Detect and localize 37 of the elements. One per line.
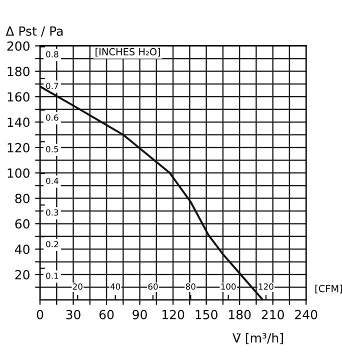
y2-tick-label: 0.7: [46, 82, 58, 90]
y-tick-label: 100: [8, 168, 30, 178]
x-axis-title: V̇ [m³/h]: [232, 332, 283, 344]
y2-tick-label: 0.3: [46, 209, 58, 216]
x2-axis-title: [CFM]: [315, 284, 342, 294]
y-tick-label: 200: [7, 41, 30, 51]
y2-tick-label: 0.4: [46, 178, 58, 184]
y-tick-label: 120: [8, 142, 30, 152]
x2-tick-label: 60: [148, 283, 158, 290]
y-tick-label: 140: [8, 118, 30, 128]
y-tick-label: 160: [8, 92, 30, 102]
x2-tick-label: 100: [221, 283, 236, 290]
x-tick-label: 240: [295, 310, 318, 320]
x-tick-label: 120: [162, 310, 184, 320]
x-tick-label: 0: [36, 310, 44, 320]
x-tick-label: 150: [196, 310, 218, 320]
y2-axis-title: [INCHES H₂O]: [96, 48, 160, 57]
x-tick-label: 210: [262, 310, 284, 320]
x2-tick-label: 80: [186, 283, 196, 290]
x-tick-label: 180: [229, 310, 251, 320]
y-tick-label: 180: [8, 66, 30, 76]
x2-tick-label: 40: [110, 283, 120, 290]
x-tick-label: 60: [99, 310, 114, 320]
y-tick-label: 40: [14, 244, 30, 254]
y-tick-label: 80: [15, 194, 30, 204]
y2-tick-label: 0.2: [46, 240, 58, 248]
y-tick-label: 20: [15, 270, 30, 280]
y2-tick-label: 0.8: [46, 51, 58, 58]
x-tick-label: 90: [132, 310, 147, 320]
x2-tick-label: 120: [258, 283, 274, 290]
x2-tick-label: 20: [72, 283, 82, 290]
y2-tick-label: 0.6: [46, 114, 58, 121]
y-tick-label: 60: [15, 219, 30, 229]
y-axis-title: Δ Pst / Pa: [6, 26, 63, 37]
x-tick-label: 30: [66, 310, 80, 320]
y2-tick-label: 0.1: [46, 272, 58, 279]
y2-tick-label: 0.5: [46, 146, 58, 152]
